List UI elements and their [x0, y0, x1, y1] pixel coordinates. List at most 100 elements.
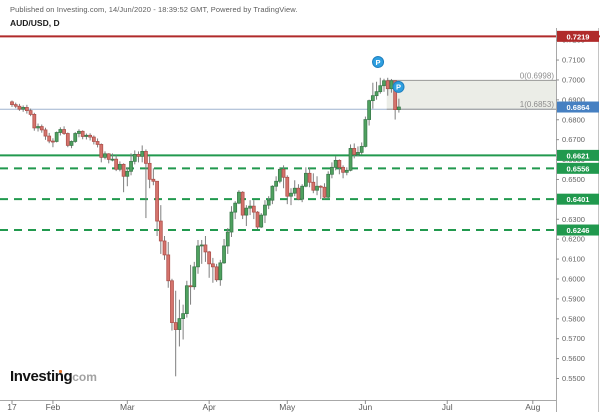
candle-down [91, 136, 96, 142]
support-price-box-label: 0.6621 [567, 151, 590, 160]
time-axis-label: Apr [203, 402, 216, 412]
price-tick-label: 0.5500 [562, 374, 585, 383]
candle-up [333, 159, 338, 168]
candle-down [240, 191, 245, 216]
candle-up [263, 204, 267, 216]
fib-zone [386, 80, 556, 110]
candle-down [155, 180, 159, 222]
price-tick-label: 0.5800 [562, 314, 585, 323]
candle-down [62, 129, 66, 134]
investing-logo-brand: Investing [10, 368, 73, 385]
candle-up [103, 153, 107, 158]
candle-down [296, 187, 301, 200]
candle-up [36, 126, 40, 129]
candle-up [140, 151, 145, 157]
candle-down [341, 166, 345, 173]
candle-up [225, 231, 230, 247]
fib-label-1: 1(0.6853) [520, 100, 555, 109]
price-tick-label: 0.6300 [562, 215, 585, 224]
investing-logo: Investingcom [10, 368, 97, 385]
price-tick-label: 0.6000 [562, 274, 585, 283]
candle-down [285, 176, 290, 197]
candle-down [144, 151, 148, 164]
support-price-box [557, 224, 599, 236]
candle-down [151, 178, 156, 182]
candle-down [385, 80, 390, 90]
candle-up [367, 100, 371, 120]
time-axis-label: Feb [46, 402, 61, 412]
candle-down [136, 154, 141, 157]
candle-up [330, 166, 334, 175]
candle-up [118, 163, 122, 170]
candle-down [28, 110, 33, 115]
candle-up [218, 262, 223, 281]
price-tick-label: 0.6800 [562, 115, 585, 124]
support-price-box-label: 0.6556 [567, 164, 590, 173]
candle-up [69, 141, 74, 146]
price-tick-label: 0.6500 [562, 175, 585, 184]
candle-down [352, 148, 357, 155]
time-axis-label: Mar [120, 402, 135, 412]
candle-down [162, 240, 167, 256]
candle-up [363, 119, 368, 147]
position-pin-marker[interactable] [392, 80, 405, 93]
candle-up [397, 106, 401, 110]
candle-up [315, 185, 319, 191]
candle-down [311, 181, 316, 191]
current-price-box [557, 101, 599, 113]
candle-down [166, 254, 171, 282]
candle-down [32, 114, 37, 129]
price-tick-label: 0.6100 [562, 255, 585, 264]
candle-up [374, 91, 379, 97]
price-tick-label: 0.6200 [562, 235, 585, 244]
support-price-box [557, 162, 599, 174]
candle-up [110, 158, 115, 161]
candle-up [222, 245, 226, 264]
candle-up [326, 173, 331, 198]
candle-up [77, 130, 81, 134]
symbol-title: AUD/USD, D [10, 18, 60, 28]
candle-up [259, 214, 264, 228]
candle-up [359, 146, 364, 153]
candle-up [270, 185, 275, 201]
candle-down [158, 220, 163, 242]
candle-up [125, 170, 130, 177]
candle-down [207, 251, 212, 265]
candle-down [307, 172, 312, 183]
candle-down [211, 263, 215, 268]
candle-up [289, 192, 293, 197]
candle-up [54, 132, 59, 142]
current-price-box-label: 0.6864 [567, 103, 591, 112]
candle-up [244, 207, 249, 216]
candle-up [199, 244, 204, 247]
position-pin-marker[interactable] [372, 56, 385, 69]
candle-up [192, 266, 197, 288]
candle-down [255, 211, 260, 228]
candle-up [356, 152, 360, 155]
candle-up [266, 199, 271, 206]
candle-down [251, 205, 256, 213]
candle-down [13, 104, 18, 107]
support-price-box [557, 149, 599, 161]
investing-logo-suffix: com [72, 370, 97, 384]
candle-up [304, 172, 308, 187]
candle-down [121, 163, 126, 177]
candle-down [337, 159, 342, 168]
candle-up [21, 107, 26, 110]
price-tick-label: 0.5900 [562, 294, 585, 303]
time-axis-label: 17 [7, 402, 17, 412]
candle-up [348, 148, 353, 171]
price-tick-label: 0.5600 [562, 354, 585, 363]
candle-up [84, 134, 89, 137]
candle-down [322, 186, 327, 198]
candle-up [300, 185, 305, 200]
candle-down [95, 141, 100, 145]
time-axis-label: May [279, 402, 296, 412]
candle-down [17, 105, 22, 110]
resistance-price-box [557, 30, 599, 42]
support-price-box-label: 0.6401 [567, 195, 590, 204]
candle-up [184, 285, 189, 314]
candle-down [393, 80, 398, 110]
